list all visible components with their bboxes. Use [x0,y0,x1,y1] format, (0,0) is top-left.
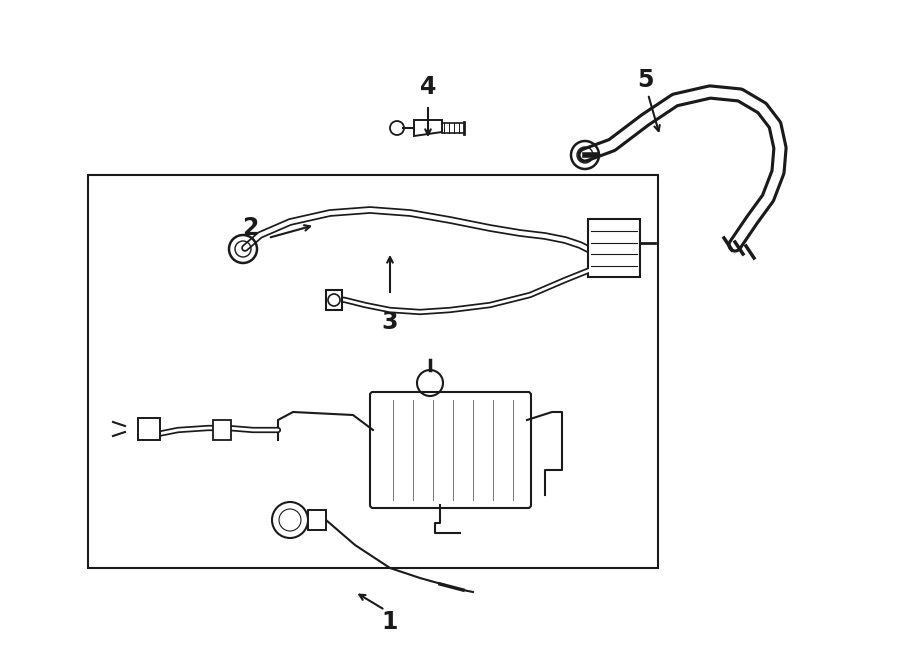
Text: 3: 3 [382,310,398,334]
FancyBboxPatch shape [370,392,531,508]
Bar [88,175,658,568]
Text: 2: 2 [242,216,258,240]
Polygon shape [414,120,442,136]
Bar [138,418,160,440]
Text: 1: 1 [382,610,398,634]
Bar [308,510,326,530]
Bar [326,290,342,310]
Text: 4: 4 [419,75,436,99]
Bar [213,420,231,440]
Text: 5: 5 [637,68,653,92]
Bar [588,219,640,277]
